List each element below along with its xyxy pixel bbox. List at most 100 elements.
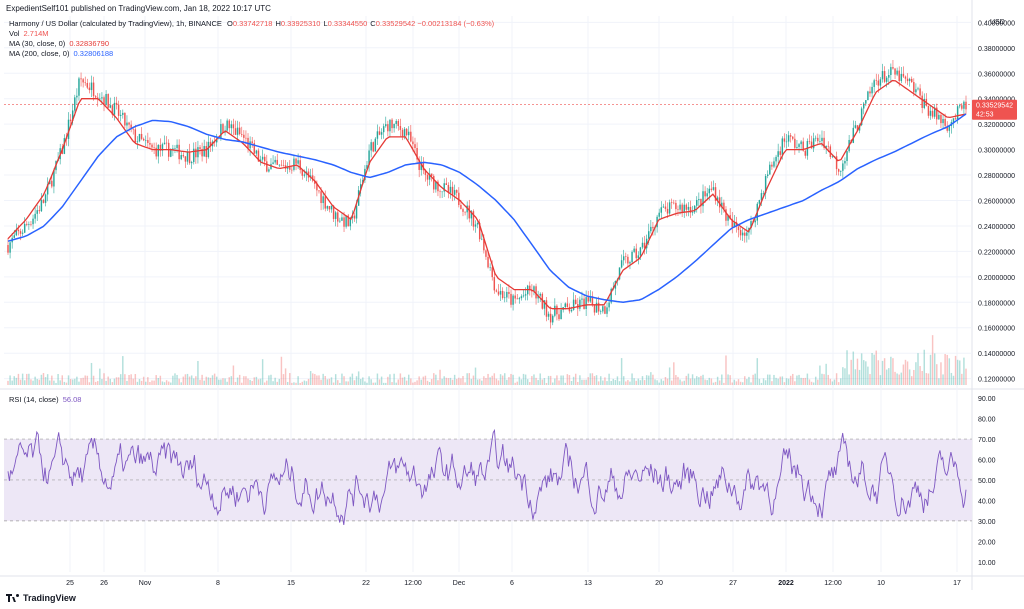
candle-body: [869, 91, 871, 94]
candle-body: [792, 136, 794, 139]
volume-bar: [92, 375, 95, 385]
candle-body: [718, 197, 721, 208]
candle-body: [151, 144, 153, 148]
volume-bar: [938, 378, 940, 385]
candle-body: [781, 138, 784, 155]
volume-bar: [97, 381, 99, 385]
candle-body: [923, 98, 925, 108]
candle-body: [556, 305, 558, 315]
candle-body: [165, 142, 168, 144]
volume-bar: [334, 374, 337, 385]
volume-bar: [833, 379, 836, 385]
candle-body: [268, 169, 270, 172]
volume-bar: [831, 381, 834, 385]
candle-body: [758, 200, 761, 204]
candle-body: [706, 193, 708, 197]
volume-bar: [771, 381, 773, 385]
volume-bar: [716, 376, 719, 385]
candle-body: [662, 206, 665, 208]
candle-body: [798, 144, 800, 147]
candle-body: [744, 232, 746, 236]
volume-bar: [230, 376, 233, 385]
candle-body: [510, 293, 512, 305]
candle-body: [501, 290, 504, 298]
candle-body: [512, 295, 514, 305]
volume-bar: [572, 376, 575, 385]
volume-bar: [691, 374, 694, 385]
volume-bar: [495, 378, 498, 385]
volume-bar: [923, 349, 925, 385]
candle-body: [842, 163, 844, 171]
candle-body: [929, 110, 932, 116]
volume-bar: [299, 382, 301, 385]
volume-bar: [693, 378, 696, 385]
volume-bar: [852, 351, 855, 385]
volume-bar: [170, 382, 172, 385]
volume-bar: [819, 365, 821, 385]
volume-bar: [913, 369, 915, 385]
volume-bar: [401, 377, 404, 385]
volume-bar: [268, 375, 270, 385]
volume-bar: [449, 377, 452, 385]
volume-bar: [562, 375, 564, 385]
candle-body: [777, 151, 779, 157]
volume-bar: [297, 376, 299, 385]
candle-body: [289, 166, 291, 170]
candle-body: [666, 208, 669, 214]
volume-bar: [38, 379, 41, 385]
volume-bar: [769, 374, 771, 385]
candle-body: [673, 202, 675, 204]
candle-body: [259, 159, 262, 162]
candle-body: [458, 192, 460, 205]
candle-body: [15, 229, 18, 236]
candle-body: [136, 141, 139, 143]
candle-body: [852, 127, 855, 143]
volume-bar: [652, 374, 654, 385]
volume-bar: [589, 373, 592, 385]
candle-body: [232, 124, 235, 129]
volume-bar: [176, 374, 178, 385]
candle-body: [931, 110, 934, 117]
volume-bar: [917, 353, 919, 385]
candle-body: [255, 150, 258, 154]
volume-bar: [781, 376, 784, 385]
candle-body: [405, 128, 408, 136]
volume-bar: [944, 354, 946, 385]
volume-bar: [875, 350, 877, 385]
volume-bar: [764, 380, 767, 385]
volume-bar: [157, 377, 160, 385]
candle-body: [90, 82, 93, 91]
candle-body: [491, 267, 493, 278]
candle-body: [823, 137, 825, 148]
candle-body: [539, 293, 541, 296]
volume-bar: [560, 375, 562, 385]
legend-rsi-row: RSI (14, close) 56.08: [9, 395, 81, 404]
candle-body: [689, 206, 692, 213]
candle-body: [554, 305, 556, 316]
price-tick-label: 0.18000000: [978, 300, 1015, 307]
volume-bar: [414, 381, 416, 385]
candle-body: [36, 210, 38, 214]
candle-body: [670, 202, 673, 203]
candle-body: [215, 138, 218, 143]
candle-body: [243, 134, 245, 138]
candle-body: [468, 205, 470, 219]
candle-body: [63, 138, 66, 154]
volume-bar: [13, 376, 15, 385]
volume-bar: [904, 359, 907, 385]
volume-bar: [387, 376, 389, 385]
candle-body: [184, 156, 187, 162]
volume-bar: [222, 378, 224, 385]
volume-bar: [581, 379, 583, 385]
volume-bar: [531, 376, 533, 385]
volume-bar: [124, 374, 126, 385]
volume-bar: [687, 373, 690, 385]
volume-bar: [683, 380, 685, 385]
candle-body: [295, 158, 297, 164]
volume-bar: [906, 361, 909, 385]
volume-bar: [53, 380, 55, 385]
volume-bar: [919, 366, 921, 385]
volume-bar: [249, 379, 251, 385]
volume-bar: [193, 378, 195, 385]
volume-bar: [604, 377, 606, 385]
